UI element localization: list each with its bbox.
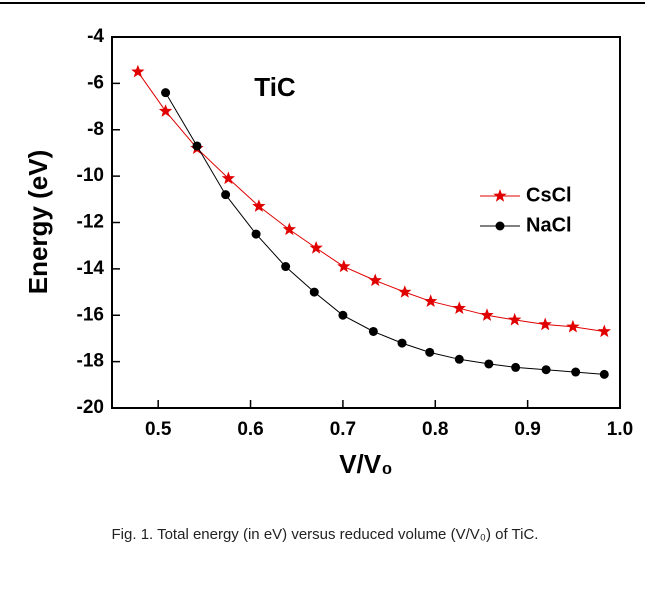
x-tick-label: 0.6 [237,419,263,440]
star-marker [158,104,173,117]
star-marker [131,64,145,78]
circle-marker [309,287,319,297]
x-tick-label: 0.5 [145,419,172,440]
circle-marker [192,141,202,151]
circle-marker [599,369,609,379]
circle-marker [251,229,261,239]
star-marker [221,171,235,185]
y-tick-label: -8 [87,119,104,140]
y-tick-label: -16 [77,304,104,325]
y-tick-label: -12 [77,212,104,233]
legend-label: NaCl [526,214,572,236]
circle-marker [484,359,494,369]
circle-marker [397,338,407,348]
circle-marker [425,347,435,357]
star-marker [309,241,323,254]
star-marker [282,222,296,236]
x-tick-label: 0.8 [422,419,448,440]
star-marker [424,294,438,307]
circle-marker [541,365,551,375]
star-marker [566,319,580,333]
circle-marker [571,367,581,377]
y-tick-label: -4 [87,26,104,47]
circle-marker [281,262,291,272]
x-tick-label: 1.0 [607,419,633,440]
chart-title: TiC [254,72,296,102]
star-marker [398,285,412,298]
star-marker [337,259,351,273]
y-tick-label: -14 [77,258,105,279]
x-tick-label: 0.7 [330,419,356,440]
y-axis-label: Energy (eV) [23,150,53,295]
star-marker [597,324,611,338]
x-axis-label: V/V₀ [339,449,393,479]
legend-label: CsCl [526,184,572,206]
y-tick-label: -6 [87,72,104,93]
star-marker [508,312,522,326]
circle-marker [511,362,521,372]
y-tick-label: -20 [77,397,104,418]
circle-marker [368,326,378,336]
circle-marker [454,354,464,364]
star-marker [480,308,494,321]
legend-marker [495,221,505,231]
circle-marker [338,310,348,320]
y-tick-label: -18 [77,351,104,372]
circle-marker [221,190,231,200]
series-line [165,92,605,375]
star-marker [452,301,466,314]
caption: Fig. 1. Total energy (in eV) versus redu… [112,526,539,543]
star-marker [368,273,382,287]
legend-marker [493,189,507,202]
y-tick-label: -10 [77,165,104,186]
x-tick-label: 0.9 [514,419,540,440]
star-marker [252,199,266,212]
star-marker [538,317,552,331]
circle-marker [161,88,171,98]
